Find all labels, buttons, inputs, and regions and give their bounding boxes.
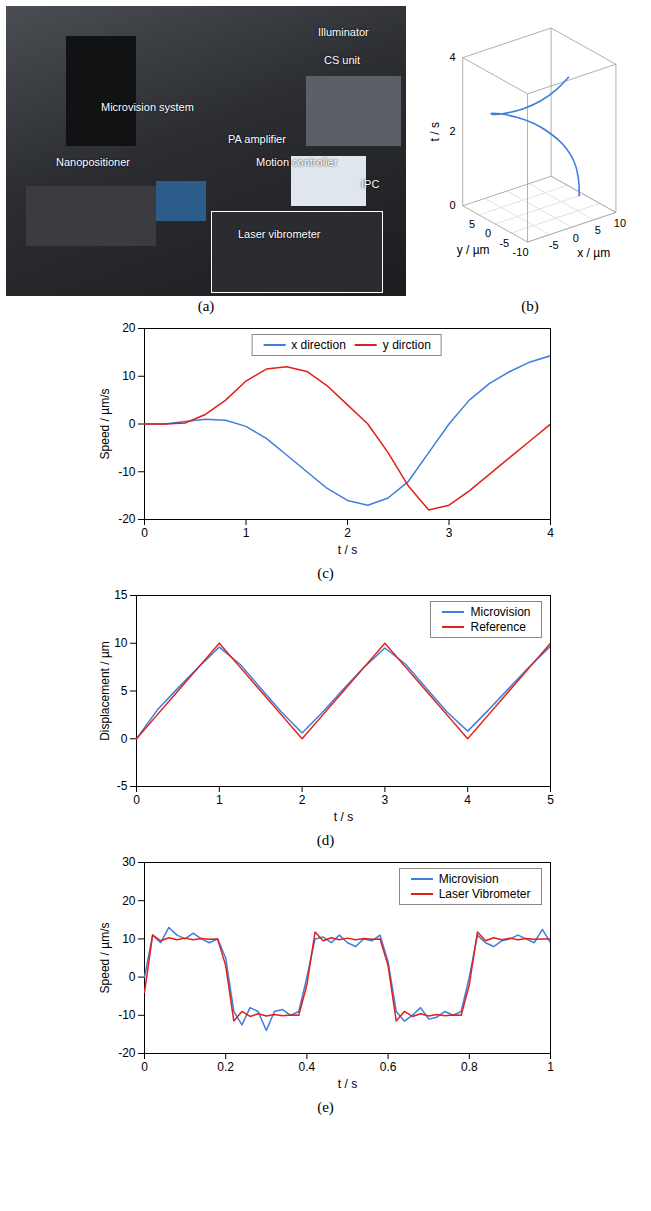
html-text:Laser Vibrometer: Laser Vibrometer — [438, 887, 531, 901]
html-text:IPC: IPC — [361, 178, 380, 190]
html-text:Microvision: Microvision — [470, 605, 531, 619]
svg-text:1: 1 — [215, 793, 222, 807]
svg-text:Displacement / µm: Displacement / µm — [98, 641, 112, 741]
svg-text:Speed / µm/s: Speed / µm/s — [98, 923, 112, 994]
svg-text:1: 1 — [242, 526, 249, 540]
svg-text:4: 4 — [547, 526, 554, 540]
svg-text:-10: -10 — [118, 1008, 136, 1022]
svg-text:30: 30 — [122, 855, 136, 869]
svg-text:10: 10 — [114, 636, 128, 650]
svg-text:0: 0 — [141, 526, 148, 540]
svg-text:10: 10 — [122, 369, 136, 383]
svg-text:-10: -10 — [118, 465, 136, 479]
html-text:(a): (a) — [197, 298, 215, 314]
html-text:Microvision system: Microvision system — [101, 101, 194, 113]
svg-text:20: 20 — [122, 894, 136, 908]
svg-text:0.4: 0.4 — [298, 1060, 315, 1074]
svg-text:0: 0 — [120, 732, 127, 746]
svg-text:3: 3 — [381, 793, 388, 807]
html-text:CS unit: CS unit — [324, 54, 361, 66]
html-text:(c): (c) — [317, 565, 334, 581]
svg-text:-20: -20 — [118, 512, 136, 526]
svg-text:-5: -5 — [549, 239, 559, 251]
html-text:y dirction: y dirction — [382, 338, 431, 352]
svg-text:-5: -5 — [499, 237, 509, 249]
html-text:Nanopositioner: Nanopositioner — [56, 156, 130, 168]
html-text:Laser vibrometer: Laser vibrometer — [238, 228, 321, 240]
html-text:(e): (e) — [317, 1099, 334, 1115]
svg-text:2: 2 — [298, 793, 305, 807]
svg-text:2: 2 — [344, 526, 351, 540]
html-text:Microvision: Microvision — [438, 872, 499, 886]
html-text:Motion controller: Motion controller — [256, 156, 338, 168]
svg-text:y / µm: y / µm — [457, 243, 490, 257]
svg-text:2: 2 — [450, 125, 456, 137]
svg-text:15: 15 — [114, 588, 128, 602]
svg-text:0: 0 — [133, 793, 140, 807]
html-text:PA amplifier: PA amplifier — [228, 133, 286, 145]
svg-text:0: 0 — [450, 199, 456, 211]
html-text:(d): (d) — [316, 832, 335, 848]
svg-text:10: 10 — [614, 217, 626, 229]
html-text:Reference: Reference — [470, 620, 526, 634]
svg-text:20: 20 — [122, 321, 136, 335]
svg-text:4: 4 — [450, 51, 456, 63]
svg-text:5: 5 — [547, 793, 554, 807]
svg-text:0: 0 — [141, 1060, 148, 1074]
svg-text:Speed / µm/s: Speed / µm/s — [98, 389, 112, 460]
svg-text:10: 10 — [122, 932, 136, 946]
svg-text:0: 0 — [128, 970, 135, 984]
svg-text:4: 4 — [464, 793, 471, 807]
svg-text:0.6: 0.6 — [379, 1060, 396, 1074]
svg-text:1: 1 — [547, 1060, 554, 1074]
svg-text:t / s: t / s — [337, 543, 356, 557]
svg-text:-5: -5 — [116, 779, 127, 793]
svg-text:t / s: t / s — [428, 122, 442, 141]
svg-text:3: 3 — [445, 526, 452, 540]
svg-text:5: 5 — [120, 684, 127, 698]
svg-text:0: 0 — [485, 227, 491, 239]
html-text:(b): (b) — [521, 298, 539, 314]
svg-text:-20: -20 — [118, 1046, 136, 1060]
svg-text:5: 5 — [469, 218, 475, 230]
svg-text:5: 5 — [595, 224, 601, 236]
svg-text:0.8: 0.8 — [460, 1060, 477, 1074]
svg-text:t / s: t / s — [333, 810, 352, 824]
html-text:Illuminator: Illuminator — [318, 26, 369, 38]
svg-text:x / µm: x / µm — [577, 246, 610, 260]
svg-text:0: 0 — [573, 232, 579, 244]
html-text:x direction: x direction — [291, 338, 346, 352]
svg-text:0.2: 0.2 — [217, 1060, 234, 1074]
svg-text:0: 0 — [128, 417, 135, 431]
svg-text:-10: -10 — [513, 246, 529, 258]
svg-text:t / s: t / s — [337, 1077, 356, 1091]
